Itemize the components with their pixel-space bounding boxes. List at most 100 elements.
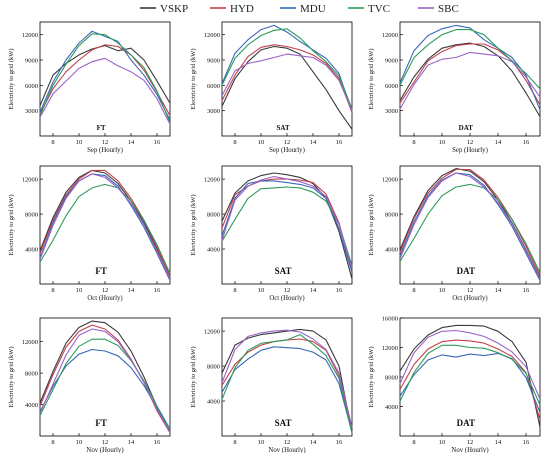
series-line-hyd [399,168,541,276]
x-tick-label: 12 [284,287,291,294]
series-line-vskp [221,45,353,130]
y-tick-label: 12000 [382,32,398,39]
y-tick-label: 4000 [207,247,220,254]
y-axis-label: Electricity to grid (kW) [190,194,197,255]
x-axis-label: Nov (Hourly) [451,447,488,453]
mode-label: FT [95,266,107,276]
series-line-tvc [39,33,171,123]
y-tick-label: 12000 [382,177,398,184]
series-line-vskp [399,324,541,428]
x-axis-label: Oct (Hourly) [269,295,304,302]
chart-2: 3000 6000 9000 12000 8 10 12 14 16 SAT Sep (Hourly… [190,21,353,154]
chart-3: 3000 6000 9000 12000 8 10 12 14 16 DAT Sep (Hourly… [368,21,541,154]
series-line-tvc [39,338,171,430]
mode-label: DAT [457,418,475,428]
mode-label: SAT [275,266,292,276]
x-tick-label: 10 [439,439,446,446]
series-line-mdu [399,24,541,111]
series-line-sbc [399,329,541,400]
x-tick-label: 8 [233,287,236,294]
x-tick-label: 12 [102,287,109,294]
x-tick-label: 16 [154,139,161,146]
x-tick-label: 16 [523,439,530,446]
y-axis-label: Electricity to grid (kW) [368,48,375,109]
y-tick-label: 12000 [22,32,38,39]
x-tick-label: 10 [258,139,265,146]
x-tick-label: 16 [523,139,530,146]
y-tick-label: 8000 [207,364,220,371]
chart-9: 4000 8000 12000 16000 8 10 12 14 16 DAT Nov (Hourl… [368,316,541,454]
series-line-sbc [221,329,353,428]
y-tick-label: 12000 [382,345,398,352]
x-tick-label: 12 [284,439,291,446]
series-line-vskp [39,169,171,277]
series-line-tvc [221,186,353,266]
series-line-tvc [39,183,171,274]
y-axis-label: Electricity to grid (kW) [368,194,375,255]
x-tick-label: 16 [154,287,161,294]
x-tick-label: 10 [439,139,446,146]
y-axis-label: Electricity to grid (kW) [190,48,197,109]
legend: VSKP HYD MDU TVC SBC [140,3,459,15]
mode-label: DAT [457,266,475,276]
x-axis-label: Sep (Hourly) [452,147,488,154]
y-tick-label: 6000 [385,83,398,90]
x-tick-label: 12 [467,287,474,294]
y-tick-label: 8000 [385,375,398,382]
chart-8: 4000 8000 12000 8 10 12 14 16 SAT Nov (Hourly) Ele… [190,317,353,454]
chart-5: 4000 8000 12000 8 10 12 14 16 SAT Oct (Hourly) Ele… [190,165,353,302]
x-tick-label: 8 [412,287,415,294]
y-tick-label: 9000 [385,58,398,65]
chart-1: 3000 6000 9000 12000 8 10 12 14 16 FT Sep (Hourly)… [8,21,171,154]
x-tick-label: 12 [102,439,109,446]
y-tick-label: 4000 [207,399,220,406]
series-line-mdu [221,24,353,112]
chart-7: 4000 8000 12000 8 10 12 14 16 FT Nov (Hourly) Elec… [8,317,171,454]
series-line-sbc [221,53,353,111]
y-tick-label: 3000 [25,108,38,115]
y-axis-label: Electricity to grid (kW) [8,194,15,255]
y-tick-label: 16000 [382,316,398,323]
y-tick-label: 8000 [25,212,38,219]
series-line-mdu [39,173,171,281]
series-line-mdu [399,352,541,413]
x-tick-label: 14 [310,287,317,294]
series-line-sbc [39,328,171,433]
x-tick-label: 14 [128,439,135,446]
series-line-vskp [221,172,353,279]
y-tick-label: 6000 [25,83,38,90]
x-tick-label: 14 [495,139,502,146]
y-tick-label: 12000 [204,177,220,184]
y-tick-label: 12000 [204,32,220,39]
y-tick-label: 9000 [25,58,38,65]
legend-label-vskp: VSKP [160,3,188,15]
x-tick-label: 14 [128,139,135,146]
x-tick-label: 10 [76,139,83,146]
x-tick-label: 14 [495,287,502,294]
y-axis-label: Electricity to grid (kW) [8,346,15,407]
y-tick-label: 3000 [207,108,220,115]
x-axis-label: Oct (Hourly) [452,295,487,302]
x-tick-label: 14 [310,439,317,446]
series-line-mdu [221,346,353,433]
y-tick-label: 8000 [207,212,220,219]
x-axis-label: Oct (Hourly) [87,295,122,302]
series-line-sbc [399,51,541,110]
series-line-tvc [399,29,541,90]
series-line-vskp [39,320,171,433]
series-line-sbc [399,172,541,280]
y-axis-label: Electricity to grid (kW) [368,346,375,407]
x-axis-label: Sep (Hourly) [87,147,123,154]
x-tick-label: 16 [336,287,343,294]
x-tick-label: 14 [495,439,502,446]
x-tick-label: 12 [102,139,109,146]
y-tick-label: 3000 [385,108,398,115]
series-line-tvc [221,334,353,434]
y-tick-label: 6000 [207,83,220,90]
series-line-sbc [39,173,171,280]
mode-label: FT [97,124,106,132]
y-tick-label: 4000 [385,247,398,254]
series-line-vskp [399,168,541,279]
